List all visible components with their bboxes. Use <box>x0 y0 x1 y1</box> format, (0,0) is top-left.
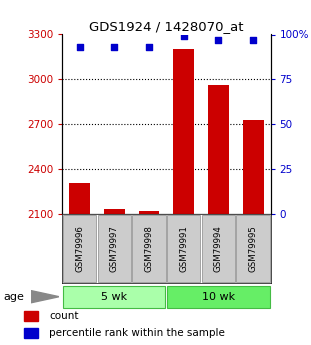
Text: GSM79995: GSM79995 <box>249 225 258 272</box>
Bar <box>24 310 38 321</box>
Bar <box>208 85 229 214</box>
Bar <box>63 286 165 308</box>
Text: count: count <box>49 311 79 321</box>
Bar <box>139 211 160 214</box>
Bar <box>24 328 38 338</box>
Text: GSM79997: GSM79997 <box>110 225 119 272</box>
Text: GSM79994: GSM79994 <box>214 225 223 272</box>
Bar <box>167 215 201 282</box>
Text: age: age <box>3 292 24 302</box>
Text: GSM79991: GSM79991 <box>179 225 188 272</box>
Bar <box>202 215 235 282</box>
Point <box>216 37 221 43</box>
Bar <box>167 286 270 308</box>
Text: GSM79998: GSM79998 <box>145 225 154 272</box>
Bar <box>98 215 131 282</box>
Point <box>146 44 151 50</box>
Text: 10 wk: 10 wk <box>202 292 235 302</box>
Text: 5 wk: 5 wk <box>101 292 128 302</box>
Text: percentile rank within the sample: percentile rank within the sample <box>49 328 225 338</box>
Point <box>251 37 256 43</box>
Bar <box>236 215 270 282</box>
Text: GSM79996: GSM79996 <box>75 225 84 272</box>
Title: GDS1924 / 1428070_at: GDS1924 / 1428070_at <box>89 20 244 33</box>
Bar <box>243 120 264 214</box>
Point <box>112 44 117 50</box>
Point <box>77 44 82 50</box>
Bar <box>69 183 90 214</box>
Bar <box>104 209 125 214</box>
Polygon shape <box>31 290 59 303</box>
Bar <box>173 49 194 214</box>
Point <box>181 33 186 39</box>
Bar <box>132 215 166 282</box>
Bar <box>63 215 96 282</box>
